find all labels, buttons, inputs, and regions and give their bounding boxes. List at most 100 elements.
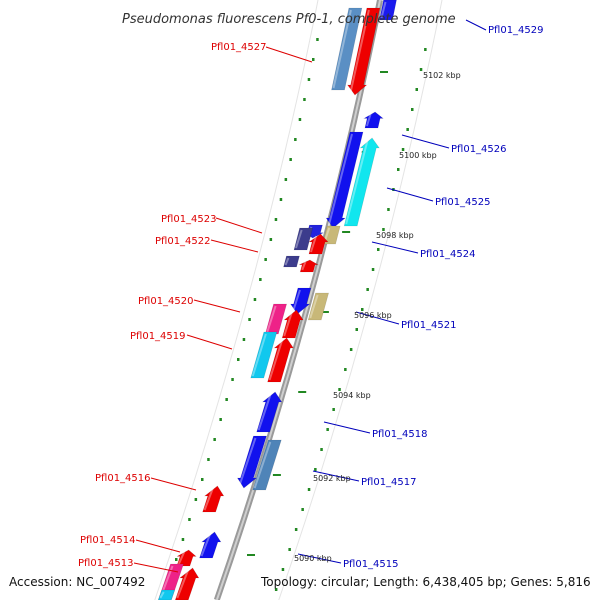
gene-shading: [380, 1, 387, 19]
track-dot: [213, 438, 216, 441]
leader-line: [465, 19, 487, 31]
gene-shading: [268, 339, 284, 381]
gene-block: [331, 7, 363, 91]
track-dot: [303, 98, 306, 101]
track-dot: [231, 378, 234, 381]
backbone-highlight: [215, 0, 381, 600]
track-dot: [382, 228, 385, 231]
leader-line: [210, 239, 259, 253]
gene-shading: [301, 261, 307, 271]
gene-block: [256, 391, 283, 433]
leader-line: [323, 421, 371, 434]
track-dot: [237, 358, 240, 361]
gene-shading: [200, 533, 212, 557]
gene-label-pfl01-4518[interactable]: Pfl01_4518: [372, 429, 428, 440]
gene-label-pfl01-4527[interactable]: Pfl01_4527: [211, 42, 267, 53]
track-dot: [371, 268, 375, 271]
track-dot: [281, 568, 285, 571]
track-dot: [269, 238, 273, 241]
gene-block: [379, 0, 397, 21]
leader-line: [133, 562, 179, 573]
track-dot: [377, 248, 380, 251]
leader-line: [193, 299, 241, 313]
gene-label-pfl01-4524[interactable]: Pfl01_4524: [420, 249, 476, 260]
gene-shading: [266, 305, 277, 333]
track-dot: [274, 218, 278, 221]
track-dot: [397, 168, 400, 171]
kbp-label: 5094 kbp: [333, 391, 371, 400]
track-dot: [316, 38, 319, 41]
gene-shading: [332, 9, 352, 89]
kbp-label: 5092 kbp: [313, 474, 351, 483]
gene-block: [347, 7, 381, 96]
track-dot: [175, 558, 178, 561]
track-dot: [314, 468, 317, 471]
gene-features: [157, 0, 397, 600]
kbp-label: 5098 kbp: [376, 231, 414, 240]
gene-label-pfl01-4519[interactable]: Pfl01_4519: [130, 331, 186, 342]
track-dot: [326, 428, 329, 431]
leader-line: [135, 539, 181, 553]
gene-shading: [327, 133, 353, 227]
gene-shading: [365, 113, 372, 127]
track-dot: [406, 128, 409, 131]
gene-block: [202, 485, 225, 513]
track-dot: [242, 338, 246, 341]
track-dot: [344, 368, 347, 371]
gene-label-pfl01-4529[interactable]: Pfl01_4529: [488, 25, 544, 36]
leader-line: [150, 477, 197, 491]
kbp-label: 5096 kbp: [354, 311, 392, 320]
track-dot: [201, 478, 204, 481]
gene-shading: [238, 437, 257, 487]
track-dot: [253, 298, 257, 301]
gene-block: [363, 111, 384, 129]
kbp-label: 5100 kbp: [399, 151, 437, 160]
track-dot: [361, 308, 364, 311]
gene-block: [343, 137, 380, 227]
gene-label-pfl01-4513[interactable]: Pfl01_4513: [78, 558, 134, 569]
leader-line: [186, 334, 233, 350]
gene-label-pfl01-4523[interactable]: Pfl01_4523: [161, 214, 217, 225]
gene-label-pfl01-4517[interactable]: Pfl01_4517: [361, 477, 417, 488]
gene-label-pfl01-4514[interactable]: Pfl01_4514: [80, 535, 136, 546]
gene-label-pfl01-4516[interactable]: Pfl01_4516: [95, 473, 151, 484]
track-dot: [307, 488, 311, 491]
gene-label-pfl01-4515[interactable]: Pfl01_4515: [343, 559, 399, 570]
gene-label-pfl01-4521[interactable]: Pfl01_4521: [401, 320, 457, 331]
gene-shading: [349, 9, 370, 94]
track-dot: [415, 88, 418, 91]
gene-shading: [176, 569, 190, 599]
track-dot: [264, 258, 267, 261]
left-gene-labels: Pfl01_4527 Pfl01_4523 Pfl01_4522 Pfl01_4…: [78, 42, 267, 569]
kbp-scale: 5102 kbp 5100 kbp 5098 kbp 5096 kbp 5094…: [294, 71, 461, 563]
gene-label-pfl01-4525[interactable]: Pfl01_4525: [435, 197, 491, 208]
gene-block: [267, 337, 294, 383]
track-edge: [278, 0, 443, 600]
gene-label-pfl01-4526[interactable]: Pfl01_4526: [451, 144, 507, 155]
gene-block: [281, 309, 304, 339]
gene-label-pfl01-4520[interactable]: Pfl01_4520: [138, 296, 194, 307]
gene-label-pfl01-4522[interactable]: Pfl01_4522: [155, 236, 211, 247]
gene-shading: [283, 311, 293, 337]
track-dot: [294, 138, 297, 141]
track-dot: [320, 448, 323, 451]
gene-block: [308, 233, 329, 255]
gene-block: [293, 227, 314, 251]
gene-block: [307, 292, 329, 321]
right-gene-labels: Pfl01_4529 Pfl01_4526 Pfl01_4525 Pfl01_4…: [343, 25, 544, 570]
gene-block: [290, 287, 312, 315]
track-dot: [298, 118, 302, 121]
track-dot: [401, 148, 405, 151]
track-dot: [294, 528, 298, 531]
track-dot: [366, 288, 369, 291]
track-dot: [312, 58, 315, 61]
leader-line: [371, 241, 419, 254]
track-dot: [338, 388, 341, 391]
gene-shading: [159, 591, 165, 599]
gene-shading: [253, 441, 272, 489]
gene-block: [252, 439, 282, 491]
gene-block: [174, 567, 200, 600]
gene-shading: [203, 487, 214, 511]
gene-block: [283, 255, 300, 268]
